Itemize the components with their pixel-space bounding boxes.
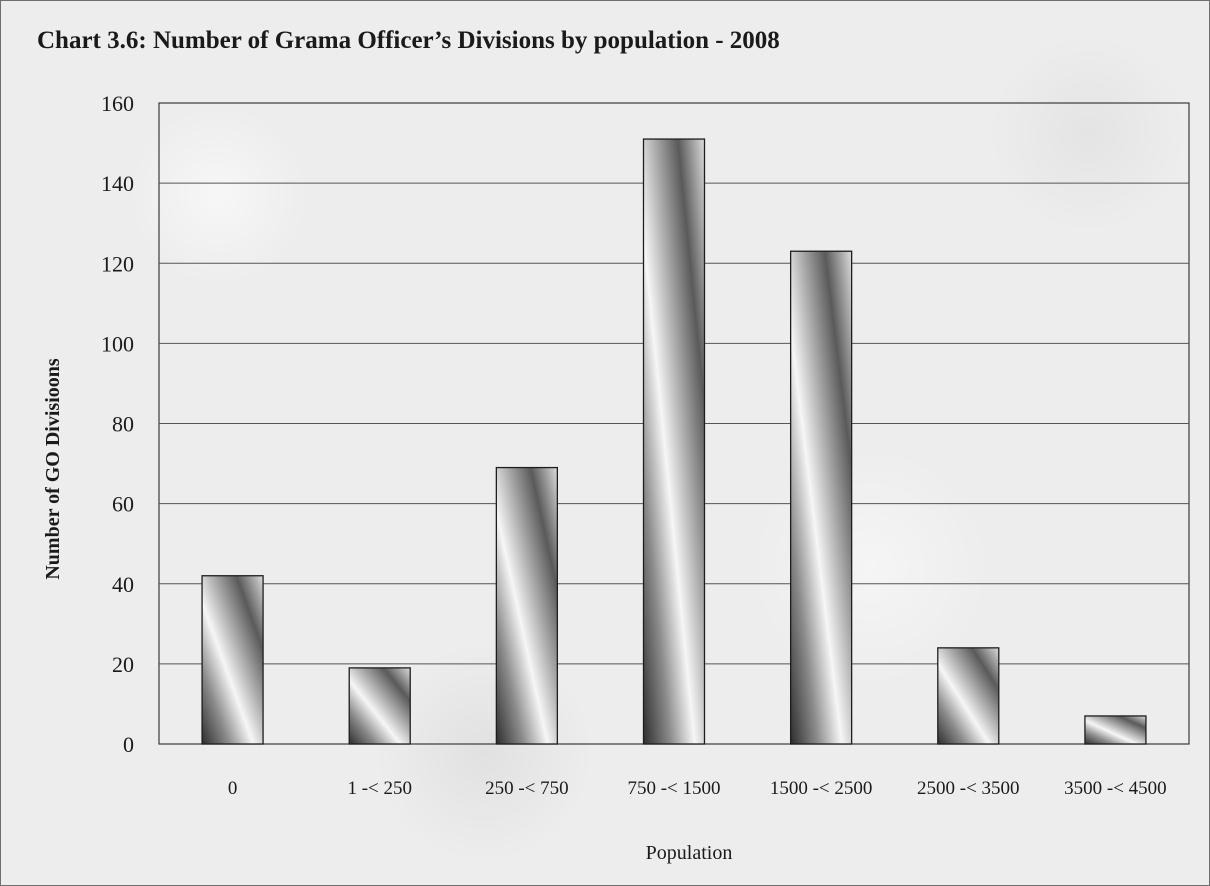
- bar: [1084, 715, 1147, 745]
- bar: [789, 250, 853, 745]
- bar: [201, 575, 264, 745]
- gridlines: [159, 182, 1189, 665]
- x-category-label: 750 -< 1500: [627, 778, 720, 799]
- y-axis-label: Number of GO Divisioons: [42, 358, 64, 580]
- y-axis-ticks: 0 20 40 60 80 100 120 140 160: [101, 91, 134, 757]
- y-tick-label: 140: [101, 171, 134, 196]
- bar: [495, 466, 559, 745]
- y-tick-label: 100: [101, 331, 134, 356]
- x-category-label: 250 -< 750: [485, 778, 569, 799]
- x-category-label: 1500 -< 2500: [770, 778, 873, 799]
- y-tick-label: 160: [101, 91, 134, 116]
- chart-title: Chart 3.6: Number of Grama Officer’s Div…: [37, 27, 780, 54]
- y-tick-label: 120: [101, 251, 134, 276]
- y-tick-label: 80: [112, 412, 134, 437]
- x-category-label: 2500 -< 3500: [917, 778, 1020, 799]
- y-tick-label: 40: [112, 572, 134, 597]
- bar: [937, 647, 1000, 745]
- y-tick-label: 0: [123, 732, 134, 757]
- bars: [201, 138, 1147, 745]
- bar: [348, 667, 411, 745]
- x-axis-label: Population: [646, 842, 733, 864]
- x-category-label: 1 -< 250: [347, 778, 412, 799]
- y-tick-label: 60: [112, 492, 134, 517]
- x-axis-categories: 0 1 -< 250 250 -< 750 750 -< 1500 1500 -< 25…: [228, 778, 1167, 799]
- x-category-label: 3500 -< 4500: [1064, 778, 1167, 799]
- y-tick-label: 20: [112, 652, 134, 677]
- x-category-label: 0: [228, 778, 238, 799]
- bar: [642, 138, 706, 745]
